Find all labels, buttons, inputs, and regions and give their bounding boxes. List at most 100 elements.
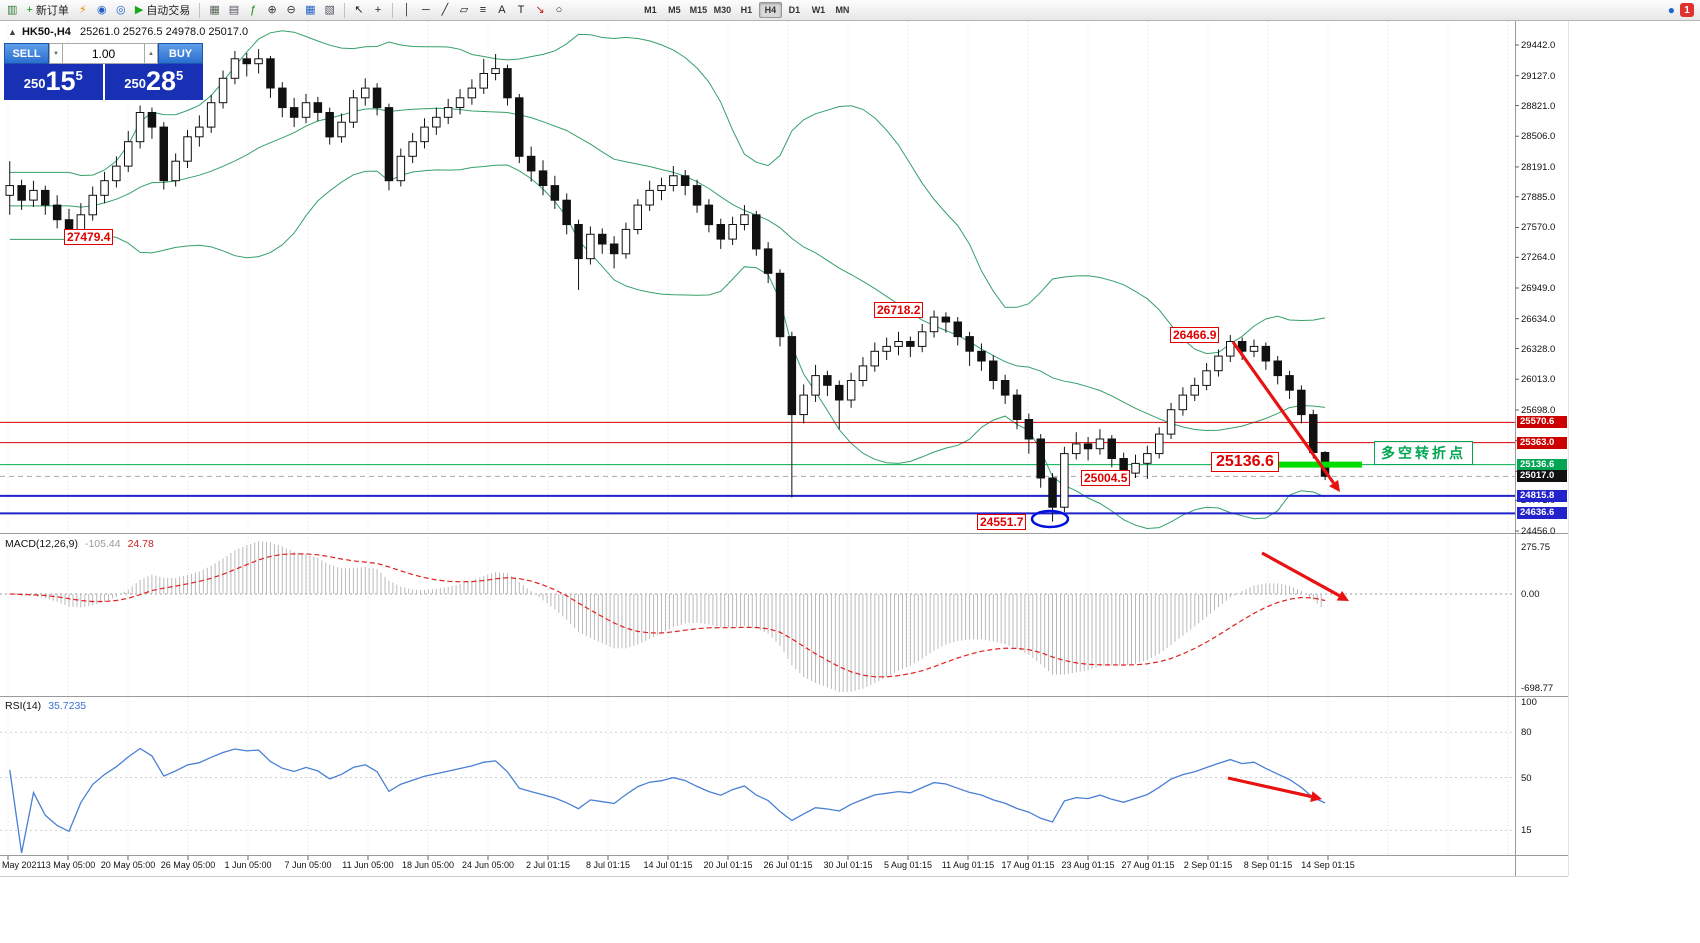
market-watch-icon: ◉ (97, 3, 107, 16)
annotation-low-27479[interactable]: 27479.4 (64, 229, 114, 245)
shapes-tool-icon[interactable]: ○ (550, 2, 568, 19)
price-axis-tick: 28506.0 (1521, 131, 1556, 143)
bid-price[interactable]: 250 15 5 (4, 64, 103, 100)
price-axis-tick: 29127.0 (1521, 70, 1556, 82)
toolbar-separator (199, 2, 201, 18)
time-axis-label: 23 Aug 01:15 (1061, 860, 1115, 870)
timeframe-h1-button[interactable]: H1 (740, 5, 753, 15)
price-axis-tick: 25698.0 (1521, 404, 1556, 416)
time-axis-label: 2 Sep 01:15 (1183, 860, 1233, 870)
annotation-high-26466[interactable]: 26466.9 (1170, 327, 1220, 343)
time-axis-label: 8 Sep 01:15 (1243, 860, 1293, 870)
time-axis-label: 14 Jul 01:15 (643, 860, 693, 870)
new-order-icon: + (26, 3, 33, 16)
time-axis-label: 20 Jul 01:15 (703, 860, 753, 870)
volume-input[interactable] (63, 43, 144, 64)
strategy-tester-icon[interactable]: ◎ (112, 2, 130, 19)
annotation-level-25136[interactable]: 25136.6 (1211, 452, 1279, 472)
macd-scale-max: 275.75 (1521, 542, 1551, 553)
annotation-low-24551[interactable]: 24551.7 (977, 514, 1027, 530)
timeframe-m30-button[interactable]: M30 (713, 5, 732, 15)
arrows-tool-icon[interactable]: ↘ (531, 2, 549, 19)
buy-button[interactable]: BUY (158, 43, 203, 64)
volume-decrease-button[interactable]: ▼ (49, 43, 63, 64)
time-axis-label: 26 Jul 01:15 (763, 860, 813, 870)
indicators-icon[interactable]: ƒ (244, 2, 262, 19)
annotation-low-25004[interactable]: 25004.5 (1081, 470, 1131, 486)
time-axis-label: 5 Aug 01:15 (883, 860, 933, 870)
toolbar-right: ● 1 (1668, 3, 1697, 17)
time-axis-label: 14 Sep 01:15 (1301, 860, 1355, 870)
timeframe-m5-button[interactable]: M5 (668, 5, 681, 15)
timeframe-m1-button[interactable]: M1 (644, 5, 657, 15)
time-axis-label: 2 Jul 01:15 (525, 860, 571, 870)
chart-type-icon[interactable]: ▥ (3, 2, 21, 19)
fibonacci-icon[interactable]: ≡ (474, 2, 492, 19)
time-axis-label: 26 May 05:00 (160, 860, 216, 870)
annotation-turning-point[interactable]: 多空转折点 (1374, 441, 1473, 465)
chart-shift-icon[interactable]: ▧ (321, 2, 339, 19)
trendline-icon[interactable]: ╱ (436, 2, 454, 19)
price-tag-24815.8: 24815.8 (1517, 489, 1567, 502)
trendline-icon: ╱ (441, 3, 449, 16)
price-axis-tick: 27885.0 (1521, 191, 1556, 203)
auto-trading-button[interactable]: ▶ 自动交易 (131, 2, 194, 19)
new-order-button[interactable]: + 新订单 (22, 2, 72, 19)
zoom-out-icon[interactable]: ⊖ (282, 2, 300, 19)
zoom-in-icon[interactable]: ⊕ (263, 2, 281, 19)
rsi-scale-15: 15 (1521, 825, 1532, 837)
timeframe-h4-button[interactable]: H4 (758, 2, 782, 18)
bid-price-big: 15 (45, 66, 76, 96)
rsi-scale-50: 50 (1521, 772, 1532, 784)
horizontal-line-icon: ─ (422, 3, 430, 16)
toolbar-separator (343, 2, 345, 18)
notification-badge[interactable]: 1 (1680, 3, 1694, 17)
timeframe-switcher: M1 M5 M15 M30 H1 H4 D1 W1 MN (639, 2, 854, 18)
vertical-line-icon[interactable]: │ (398, 2, 416, 19)
cursor-icon[interactable]: ↖ (350, 2, 368, 19)
timeframe-m15-button[interactable]: M15 (689, 5, 708, 15)
new-order-button-label: 新订单 (35, 5, 69, 17)
ask-price-frac: 5 (176, 68, 184, 83)
symbol-name: HK50-,H4 (21, 26, 71, 38)
time-axis-label: 13 May 05:00 (40, 860, 96, 870)
tile-windows-icon: ▦ (305, 3, 316, 16)
market-watch-icon[interactable]: ◉ (93, 2, 111, 19)
price-axis-tick: 26949.0 (1521, 283, 1556, 294)
price-tag-24636.6: 24636.6 (1517, 507, 1567, 520)
text-tool-icon: A (498, 3, 506, 16)
price-axis-tick: 26634.0 (1521, 313, 1556, 325)
timeframe-d1-button[interactable]: D1 (788, 5, 801, 15)
time-axis-label: 30 Jul 01:15 (823, 860, 873, 870)
tile-windows-icon[interactable]: ▦ (301, 2, 319, 19)
sell-button[interactable]: SELL (4, 43, 49, 64)
compile-icon[interactable]: ⚡ (74, 2, 92, 19)
community-icon[interactable]: ● (1667, 3, 1675, 17)
channel-icon[interactable]: ▱ (455, 2, 473, 19)
timeframe-w1-button[interactable]: W1 (811, 5, 826, 15)
cursor-icon: ↖ (354, 3, 364, 16)
timeframe-mn-button[interactable]: MN (835, 5, 850, 15)
annotation-high-26718[interactable]: 26718.2 (874, 302, 924, 318)
ask-price[interactable]: 250 28 5 (104, 64, 203, 100)
rsi-value: 35.7235 (48, 700, 87, 712)
profiles-icon[interactable]: ▤ (225, 2, 243, 19)
ask-price-pre: 250 (124, 76, 146, 91)
auto-trading-button-label: 自动交易 (146, 5, 191, 17)
order-controls-row: SELL ▼ ▲ BUY (4, 43, 203, 64)
auto-trading-icon: ▶ (134, 3, 144, 16)
volume-increase-button[interactable]: ▲ (144, 43, 158, 64)
crosshair-icon[interactable]: + (369, 2, 387, 19)
label-tool-icon[interactable]: T (512, 2, 530, 19)
horizontal-line-icon[interactable]: ─ (417, 2, 435, 19)
new-chart-icon[interactable]: ▦ (205, 2, 223, 19)
price-axis-tick: 24456.0 (1521, 526, 1556, 537)
price-axis-tick: 29442.0 (1521, 40, 1556, 51)
time-axis-label: 1 Jun 05:00 (224, 860, 272, 870)
zoom-out-icon: ⊖ (286, 3, 296, 16)
text-tool-icon[interactable]: A (493, 2, 511, 19)
time-axis-label: 18 Jun 05:00 (401, 860, 455, 870)
